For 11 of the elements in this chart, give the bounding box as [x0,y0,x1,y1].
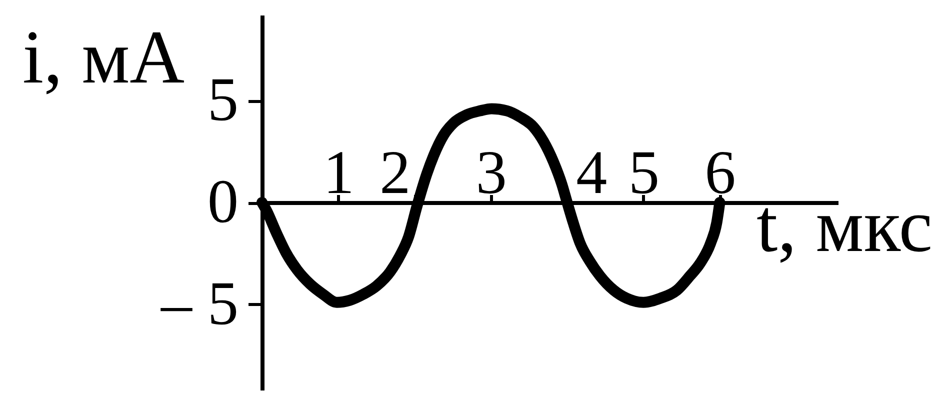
x-tick-label: 2 [380,139,411,207]
y-axis-title: i, мА [22,16,185,100]
x-axis-title: t, мкс [756,184,932,268]
y-tick-label: – 5 [160,270,238,338]
x-tick-label: 4 [576,139,608,207]
y-tick-label: 0 [208,168,238,236]
x-tick-label: 1 [323,139,354,207]
x-tick-label: 3 [476,139,507,207]
x-tick-label: 6 [704,139,736,207]
y-tick-label: 5 [208,66,238,134]
x-tick-label: 5 [628,139,660,207]
